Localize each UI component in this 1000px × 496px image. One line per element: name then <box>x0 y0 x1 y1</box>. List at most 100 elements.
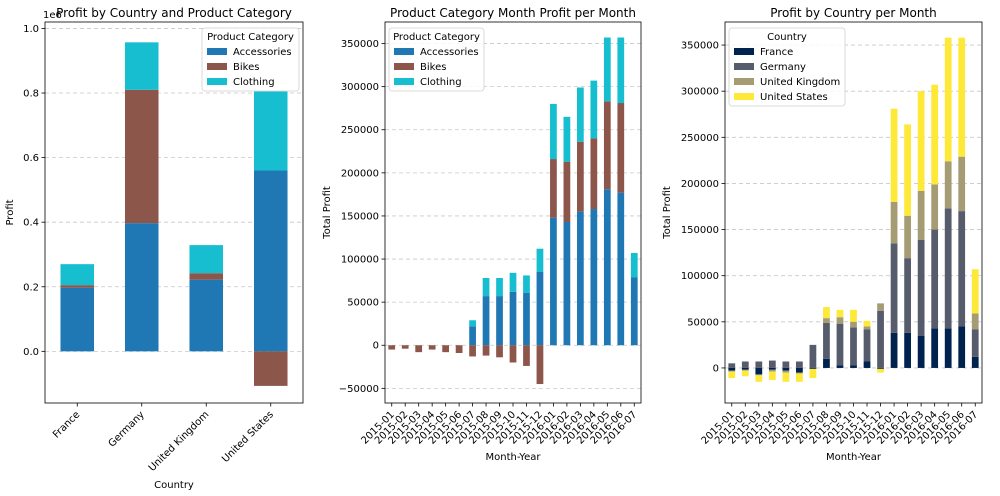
bar <box>124 42 159 90</box>
bar <box>836 317 844 324</box>
bar <box>823 322 830 359</box>
legend-box <box>201 27 300 92</box>
y-tick-label: 300000 <box>341 82 379 93</box>
bar <box>388 345 396 350</box>
bar <box>917 91 925 191</box>
bar <box>904 215 911 259</box>
legend-label: Clothing <box>420 77 462 88</box>
bar <box>496 278 503 297</box>
y-tick-label: 150000 <box>681 225 719 236</box>
y-tick-label: 50000 <box>687 317 719 328</box>
bar <box>482 345 490 356</box>
legend-label: Bikes <box>233 62 259 73</box>
bar <box>415 345 423 353</box>
bar <box>890 108 898 202</box>
y-tick-label: 350000 <box>681 41 719 52</box>
bar <box>603 189 611 346</box>
bar <box>60 285 95 288</box>
bar <box>931 84 939 185</box>
bar <box>877 303 884 311</box>
y-tick-label: 100000 <box>341 255 379 266</box>
bar <box>944 37 952 162</box>
y-tick-label: 0.6 <box>23 153 39 164</box>
y-tick-label: 200000 <box>681 179 719 190</box>
bar <box>617 37 625 104</box>
x-axis-label: Country <box>154 480 194 491</box>
bar <box>958 156 966 212</box>
legend-label: Bikes <box>420 62 446 73</box>
legend-label: Clothing <box>233 77 275 88</box>
bar <box>904 258 911 333</box>
chart-2: −50000 0 50000 100000 150000 200000 250000 3000… <box>322 6 642 463</box>
legend-label: Accessories <box>233 47 292 58</box>
x-tick-label: France <box>51 409 82 440</box>
bar <box>958 211 966 327</box>
legend-label: United States <box>760 92 828 103</box>
bar <box>428 345 436 350</box>
x-tick-label: Germany <box>107 409 147 449</box>
bar <box>550 217 557 346</box>
bar <box>496 345 503 358</box>
axes-frame <box>44 21 304 404</box>
bar <box>782 361 790 368</box>
legend-swatch <box>394 78 414 85</box>
bar <box>617 192 625 346</box>
bar <box>755 374 763 376</box>
bar <box>482 296 490 346</box>
bar <box>863 329 871 362</box>
bar <box>796 372 803 374</box>
bar <box>728 371 736 379</box>
bar <box>944 208 952 329</box>
legend-title: Product Category <box>207 32 294 43</box>
bar <box>550 103 557 160</box>
bar <box>850 321 857 328</box>
bar <box>931 229 939 329</box>
bar <box>904 124 911 216</box>
bar <box>823 318 830 323</box>
bar <box>563 221 571 346</box>
y-tick-label: 150000 <box>341 211 379 222</box>
y-tick-label: 300000 <box>681 87 719 98</box>
bar <box>863 361 871 368</box>
y-tick-label: 0.2 <box>23 282 39 293</box>
bar <box>917 190 925 240</box>
bar <box>728 367 736 371</box>
bar <box>630 253 638 278</box>
x-axis-label: Month-Year <box>486 452 542 463</box>
bar <box>442 345 449 353</box>
bar <box>536 248 544 272</box>
bar <box>509 291 517 346</box>
bar <box>890 332 898 368</box>
bar <box>782 367 790 371</box>
bar <box>768 367 776 370</box>
bar <box>931 184 939 230</box>
bar <box>958 326 966 368</box>
x-tick-label: United States <box>220 409 276 465</box>
bar <box>836 309 844 318</box>
bar <box>509 345 517 363</box>
y-axis-label: Profit <box>5 199 16 225</box>
y-tick-label: 250000 <box>681 133 719 144</box>
y-tick-label: 100000 <box>681 271 719 282</box>
bar <box>469 320 476 327</box>
bar <box>550 159 557 218</box>
bar <box>782 372 790 382</box>
x-tick-label: United Kingdom <box>147 409 212 474</box>
y-tick-label: 0 <box>713 363 719 374</box>
bar <box>768 369 776 372</box>
bar <box>836 323 844 366</box>
bar <box>617 103 625 193</box>
bar <box>809 368 817 379</box>
bar <box>944 328 952 368</box>
bar <box>877 367 884 369</box>
legend-swatch <box>734 78 754 85</box>
bar <box>850 365 857 368</box>
bar <box>741 367 749 370</box>
bar <box>768 371 776 380</box>
legend-title: Country <box>767 32 807 43</box>
bar <box>877 368 884 373</box>
bar <box>124 89 159 224</box>
bar <box>523 345 530 366</box>
bar <box>401 345 409 349</box>
